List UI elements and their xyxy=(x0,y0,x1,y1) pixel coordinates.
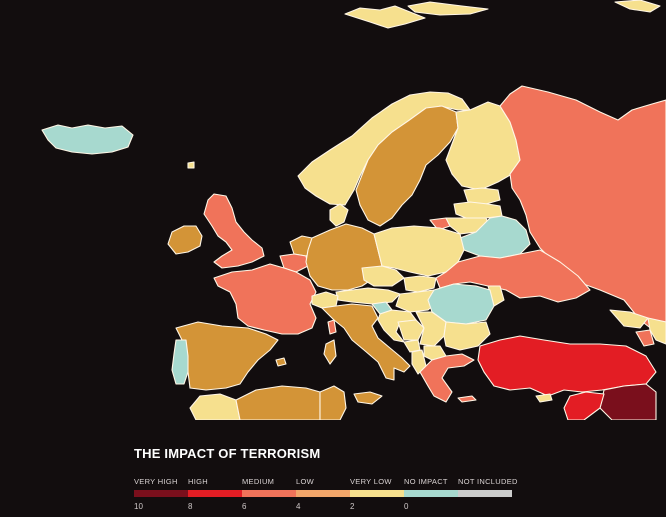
country-denmark xyxy=(329,203,349,227)
country-syria xyxy=(599,383,657,420)
legend-item-label: VERY LOW xyxy=(350,477,392,486)
legend-item-label: NOT INCLUDED xyxy=(458,477,518,486)
country-ireland xyxy=(167,225,203,255)
country-greece xyxy=(419,353,475,403)
country-austria xyxy=(335,287,401,305)
country-romania xyxy=(427,283,495,325)
country-portugal xyxy=(171,339,189,385)
legend-item-value: 2 xyxy=(350,502,355,511)
country-sweden xyxy=(355,105,459,227)
country-cyprus xyxy=(535,393,553,403)
legend-item-label: HIGH xyxy=(188,477,208,486)
legend-item-value: 6 xyxy=(242,502,247,511)
country-serbia xyxy=(415,311,447,347)
country-iceland xyxy=(41,124,134,155)
legend-swatch xyxy=(350,490,404,497)
country-latvia xyxy=(453,201,503,219)
country-sardinia xyxy=(323,339,337,365)
legend-item: HIGH 8 xyxy=(188,477,242,511)
country-croatia xyxy=(377,309,417,343)
country-georgia xyxy=(609,309,649,329)
country-algeria xyxy=(235,385,321,420)
country-slovakia xyxy=(403,275,437,293)
legend-item: LOW 4 xyxy=(296,477,350,511)
country-lebanon xyxy=(563,391,605,420)
country-switzerland xyxy=(311,291,339,309)
country-svalbard xyxy=(344,5,426,29)
country-novaya-zemlya xyxy=(614,0,661,13)
legend-item-value: 0 xyxy=(404,502,409,511)
country-arctic-island xyxy=(407,1,489,16)
country-bosnia xyxy=(397,319,425,341)
country-corsica xyxy=(327,319,337,335)
legend-scale: VERY HIGH 10 HIGH 8 MEDIUM 6 LOW 4 VERY LOW 2 NO I… xyxy=(134,477,534,517)
legend-item-value: 8 xyxy=(188,502,193,511)
legend-title: THE IMPACT OF TERRORISM xyxy=(134,446,321,461)
country-italy xyxy=(321,303,411,381)
country-azerbaijan xyxy=(647,317,666,345)
legend-item: MEDIUM 6 xyxy=(242,477,296,511)
legend-item-label: NO IMPACT xyxy=(404,477,448,486)
country-tunisia xyxy=(319,385,347,420)
country-armenia xyxy=(635,329,655,347)
legend-item: NOT INCLUDED xyxy=(458,477,518,502)
legend-item-label: MEDIUM xyxy=(242,477,275,486)
legend-item-label: LOW xyxy=(296,477,314,486)
country-czechia xyxy=(361,265,405,287)
legend-swatch xyxy=(242,490,296,497)
country-balearic xyxy=(275,357,287,367)
legend-item-value: 4 xyxy=(296,502,301,511)
legend-item-label: VERY HIGH xyxy=(134,477,178,486)
country-spain xyxy=(175,321,279,391)
legend-swatch xyxy=(134,490,188,497)
europe-terrorism-map xyxy=(41,0,666,420)
legend: THE IMPACT OF TERRORISM VERY HIGH 10 HIGH 8… xyxy=(134,446,534,517)
legend-swatch xyxy=(458,490,512,497)
country-morocco xyxy=(189,393,241,420)
legend-item: VERY LOW 2 xyxy=(350,477,404,511)
country-montenegro xyxy=(403,339,421,353)
legend-swatch xyxy=(296,490,350,497)
country-uk xyxy=(203,193,265,269)
country-russia xyxy=(499,85,666,341)
legend-item: VERY HIGH 10 xyxy=(134,477,188,511)
country-bulgaria xyxy=(443,321,491,351)
country-faroe xyxy=(187,161,195,169)
country-france xyxy=(213,263,317,335)
country-sicily xyxy=(353,391,383,405)
legend-item: NO IMPACT 0 xyxy=(404,477,458,511)
country-finland xyxy=(445,101,521,191)
legend-item-value: 10 xyxy=(134,502,143,511)
country-crete xyxy=(457,395,477,403)
legend-swatch xyxy=(404,490,458,497)
legend-swatch xyxy=(188,490,242,497)
